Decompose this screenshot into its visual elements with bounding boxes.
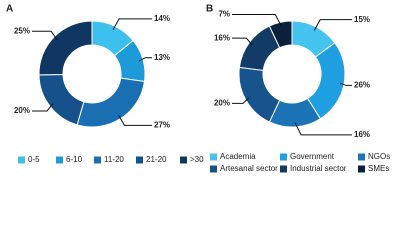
legend-label: Industrial sector xyxy=(290,164,347,173)
donut-slice xyxy=(38,20,93,76)
leader-line xyxy=(118,114,152,126)
panel-label: A xyxy=(6,4,13,15)
legend-swatch xyxy=(210,165,217,173)
legend-swatch xyxy=(180,156,187,164)
figure: A 14% 13% 27% 20% 25% 0-5 6-10 11-20 21-20 >30 B 15%… xyxy=(6,4,390,173)
leader-line xyxy=(32,103,54,112)
legend-label: Academia xyxy=(220,152,256,161)
leader-line xyxy=(232,97,250,104)
value-label: 15% xyxy=(354,15,370,24)
value-label: 7% xyxy=(218,10,230,19)
donut-slice xyxy=(268,20,293,49)
value-label: 20% xyxy=(214,98,230,107)
panel-label: B xyxy=(206,4,213,15)
leader-line xyxy=(294,122,352,136)
legend-swatch xyxy=(56,156,63,164)
value-label: 14% xyxy=(154,14,170,23)
leader-line xyxy=(232,37,253,46)
legend-label: 21-20 xyxy=(146,155,167,164)
legend-swatch xyxy=(210,153,217,161)
donut-slice xyxy=(238,66,281,123)
donut-slice xyxy=(76,77,146,128)
value-label: 26% xyxy=(354,81,370,90)
value-label: 27% xyxy=(154,120,170,129)
donut-slice xyxy=(38,73,85,126)
legend-label: 11-20 xyxy=(104,155,124,164)
legend-label: 0-5 xyxy=(28,155,40,164)
legend-swatch xyxy=(280,153,287,161)
legend-label: Artesanal sector xyxy=(220,164,278,173)
legend-label: Government xyxy=(290,152,335,161)
leader-line xyxy=(112,18,152,30)
leader-line xyxy=(138,57,152,62)
legend-swatch xyxy=(94,156,101,164)
leader-line xyxy=(32,30,58,40)
value-label: 13% xyxy=(154,53,170,62)
legend-swatch xyxy=(136,156,143,164)
value-label: 16% xyxy=(354,130,370,139)
legend-label: 6-10 xyxy=(66,155,83,164)
legend-swatch xyxy=(358,153,365,161)
legend-swatch xyxy=(18,156,25,164)
leader-line xyxy=(313,19,352,31)
value-label: 25% xyxy=(14,26,30,35)
value-label: 20% xyxy=(14,106,30,115)
leader-line xyxy=(232,13,282,27)
legend-label: SMEs xyxy=(368,164,389,173)
legend-label: NGOs xyxy=(368,152,390,161)
value-label: 16% xyxy=(214,33,230,42)
leader-line xyxy=(339,82,352,86)
legend-swatch xyxy=(280,165,287,173)
legend-swatch xyxy=(358,165,365,173)
legend-label: >30 xyxy=(190,155,204,164)
